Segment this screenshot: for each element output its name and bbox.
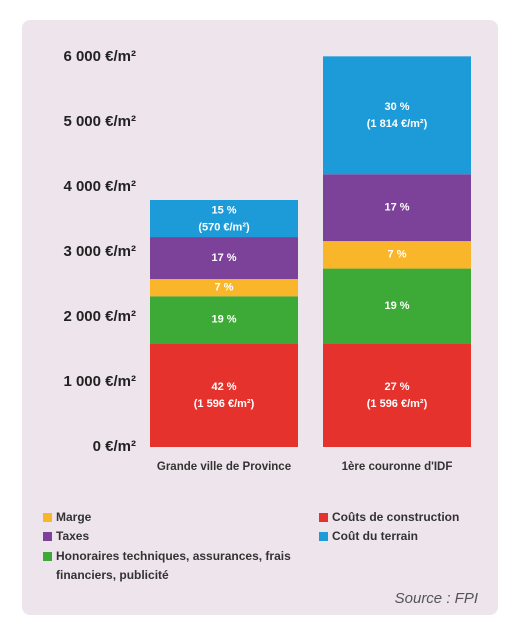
legend-swatch: [43, 513, 52, 522]
legend-label: Coûts de construction: [332, 510, 460, 524]
y-tick-label: 2 000 €/m²: [63, 308, 136, 325]
bar-segment: [323, 268, 471, 344]
share-label: 17 %: [211, 252, 236, 264]
bar-segment: [150, 296, 298, 344]
y-tick-label: 4 000 €/m²: [63, 178, 136, 195]
share-label: 15 %: [211, 204, 236, 216]
y-tick-label: 1 000 €/m²: [63, 373, 136, 390]
bar-segment: [323, 343, 471, 447]
value-label: (1 814 €/m²): [367, 118, 428, 130]
y-tick-label: 5 000 €/m²: [63, 113, 136, 130]
bar-segment: [150, 279, 298, 297]
y-tick-label: 3 000 €/m²: [63, 243, 136, 260]
y-tick-label: 6 000 €/m²: [63, 48, 136, 65]
share-label: 27 %: [384, 381, 409, 393]
share-label: 30 %: [384, 101, 409, 113]
legend-label: Marge: [56, 510, 92, 524]
share-label: 42 %: [211, 381, 236, 393]
value-label: (1 596 €/m²): [367, 398, 428, 410]
bar-segment: [323, 174, 471, 242]
legend-swatch: [319, 513, 328, 522]
share-label: 19 %: [384, 300, 409, 312]
bar-segment: [150, 343, 298, 447]
value-label: (570 €/m²): [198, 221, 250, 233]
legend-swatch: [319, 532, 328, 541]
share-label: 7 %: [215, 282, 234, 294]
legend-label: Coût du terrain: [332, 529, 418, 543]
y-tick-label: 0 €/m²: [93, 438, 136, 455]
x-tick-label: Grande ville de Province: [157, 461, 291, 473]
share-label: 17 %: [384, 202, 409, 214]
share-label: 7 %: [388, 249, 407, 261]
source: Source : FPI: [394, 590, 478, 607]
bar-segment: [150, 237, 298, 280]
value-label: (1 596 €/m²): [194, 398, 255, 410]
legend-label: Taxes: [56, 529, 90, 543]
legend-swatch: [43, 552, 52, 561]
x-tick-label: 1ère couronne d'IDF: [342, 461, 453, 473]
share-label: 19 %: [211, 314, 236, 326]
legend-swatch: [43, 532, 52, 541]
legend-label: Honoraires techniques, assurances, frais…: [56, 549, 291, 582]
bar-segment: [150, 200, 298, 238]
bar-segment: [323, 56, 471, 175]
bar-segment: [323, 241, 471, 269]
